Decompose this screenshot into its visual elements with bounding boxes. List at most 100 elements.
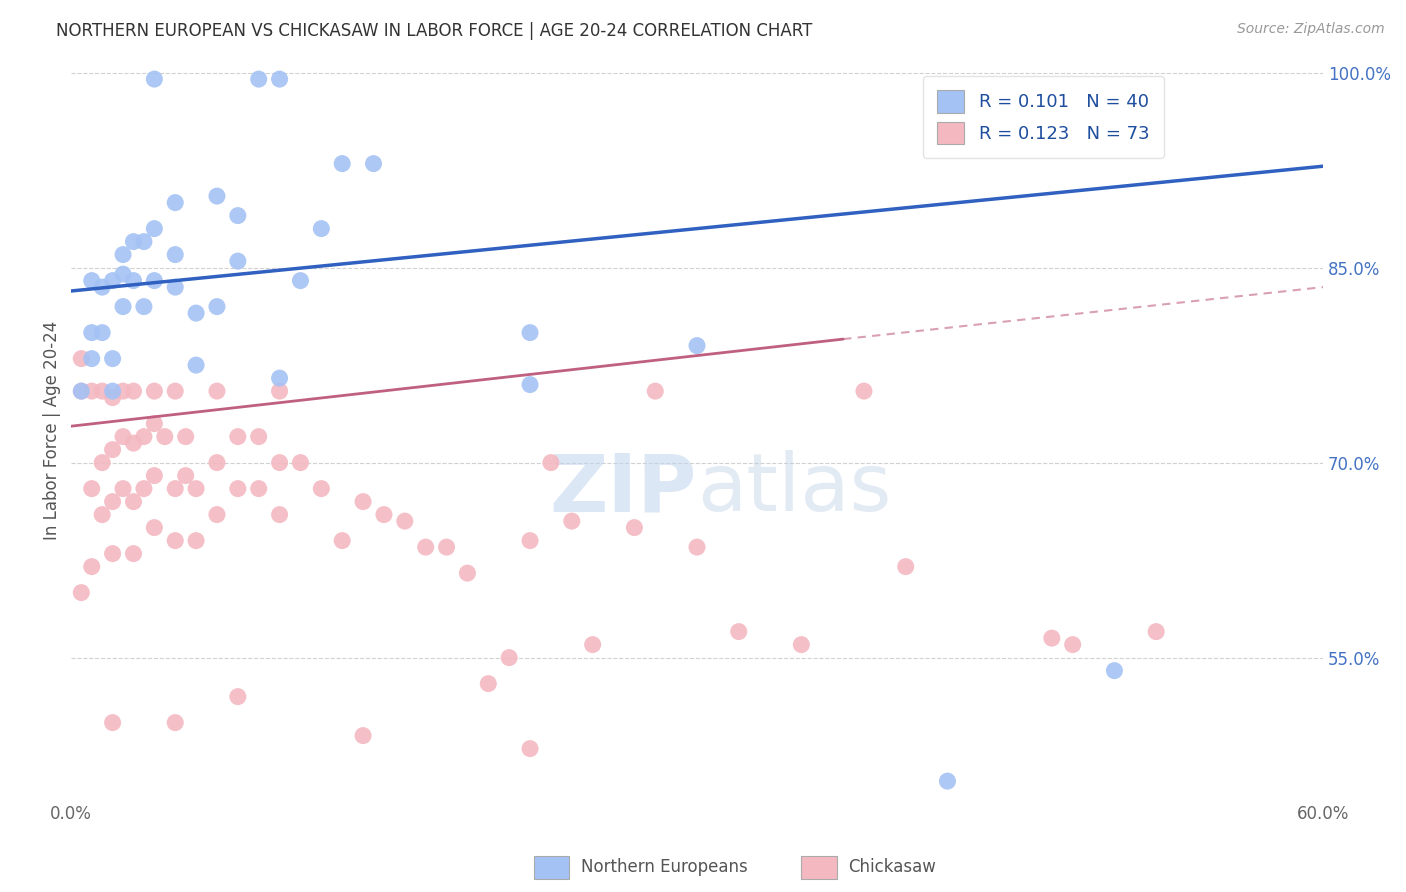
Point	[519, 326, 541, 340]
Point	[132, 300, 155, 314]
Point	[311, 221, 333, 235]
Point	[727, 624, 749, 639]
Point	[790, 638, 813, 652]
Point	[112, 300, 135, 314]
Point	[122, 494, 145, 508]
Point	[143, 221, 166, 235]
Point	[269, 508, 291, 522]
Point	[436, 540, 458, 554]
Point	[122, 436, 145, 450]
Legend: R = 0.101   N = 40, R = 0.123   N = 73: R = 0.101 N = 40, R = 0.123 N = 73	[922, 76, 1164, 158]
Point	[70, 384, 93, 398]
Point	[80, 326, 103, 340]
Point	[644, 384, 666, 398]
Point	[70, 384, 93, 398]
Text: Chickasaw: Chickasaw	[848, 858, 936, 877]
Point	[143, 384, 166, 398]
Point	[1040, 631, 1063, 645]
Point	[1062, 638, 1084, 652]
Point	[112, 247, 135, 261]
Point	[122, 235, 145, 249]
Point	[91, 280, 114, 294]
Point	[184, 358, 207, 372]
Point	[165, 195, 187, 210]
Text: ZIP: ZIP	[550, 450, 697, 528]
Point	[540, 456, 562, 470]
Point	[122, 274, 145, 288]
Point	[184, 306, 207, 320]
Point	[143, 274, 166, 288]
Y-axis label: In Labor Force | Age 20-24: In Labor Force | Age 20-24	[44, 320, 60, 540]
Point	[226, 429, 249, 443]
Point	[165, 533, 187, 548]
Point	[352, 729, 374, 743]
Point	[143, 468, 166, 483]
Point	[143, 520, 166, 534]
Text: Northern Europeans: Northern Europeans	[581, 858, 748, 877]
Point	[80, 559, 103, 574]
Point	[269, 72, 291, 87]
Point	[456, 566, 478, 581]
Point	[269, 456, 291, 470]
Point	[623, 520, 645, 534]
Point	[226, 209, 249, 223]
Point	[70, 351, 93, 366]
Point	[330, 156, 353, 170]
Point	[143, 417, 166, 431]
Point	[686, 540, 709, 554]
Point	[561, 514, 583, 528]
Point	[247, 482, 270, 496]
Point	[70, 585, 93, 599]
Point	[112, 482, 135, 496]
Point	[101, 274, 124, 288]
Point	[226, 482, 249, 496]
Point	[477, 676, 499, 690]
Point	[165, 715, 187, 730]
Point	[91, 508, 114, 522]
Text: atlas: atlas	[697, 450, 891, 528]
Point	[101, 391, 124, 405]
Point	[894, 559, 917, 574]
Point	[165, 247, 187, 261]
Point	[184, 482, 207, 496]
Point	[311, 482, 333, 496]
Point	[373, 508, 395, 522]
Point	[519, 377, 541, 392]
Point	[101, 351, 124, 366]
Point	[91, 384, 114, 398]
Point	[101, 547, 124, 561]
Point	[205, 508, 228, 522]
Point	[165, 384, 187, 398]
Point	[1144, 624, 1167, 639]
Point	[112, 267, 135, 281]
Text: Source: ZipAtlas.com: Source: ZipAtlas.com	[1237, 22, 1385, 37]
Point	[112, 429, 135, 443]
Point	[165, 482, 187, 496]
Point	[80, 482, 103, 496]
Point	[165, 280, 187, 294]
Point	[122, 384, 145, 398]
Point	[1104, 664, 1126, 678]
Point	[122, 547, 145, 561]
Point	[352, 494, 374, 508]
Point	[132, 482, 155, 496]
Point	[247, 429, 270, 443]
Point	[101, 384, 124, 398]
Point	[269, 371, 291, 385]
Point	[226, 690, 249, 704]
Point	[290, 274, 312, 288]
Point	[498, 650, 520, 665]
Point	[80, 274, 103, 288]
Point	[226, 254, 249, 268]
Point	[363, 156, 385, 170]
Point	[247, 72, 270, 87]
Point	[519, 533, 541, 548]
Point	[184, 533, 207, 548]
Point	[80, 384, 103, 398]
Point	[112, 384, 135, 398]
Point	[101, 494, 124, 508]
Point	[936, 774, 959, 789]
Point	[205, 384, 228, 398]
Point	[91, 456, 114, 470]
Point	[174, 468, 197, 483]
